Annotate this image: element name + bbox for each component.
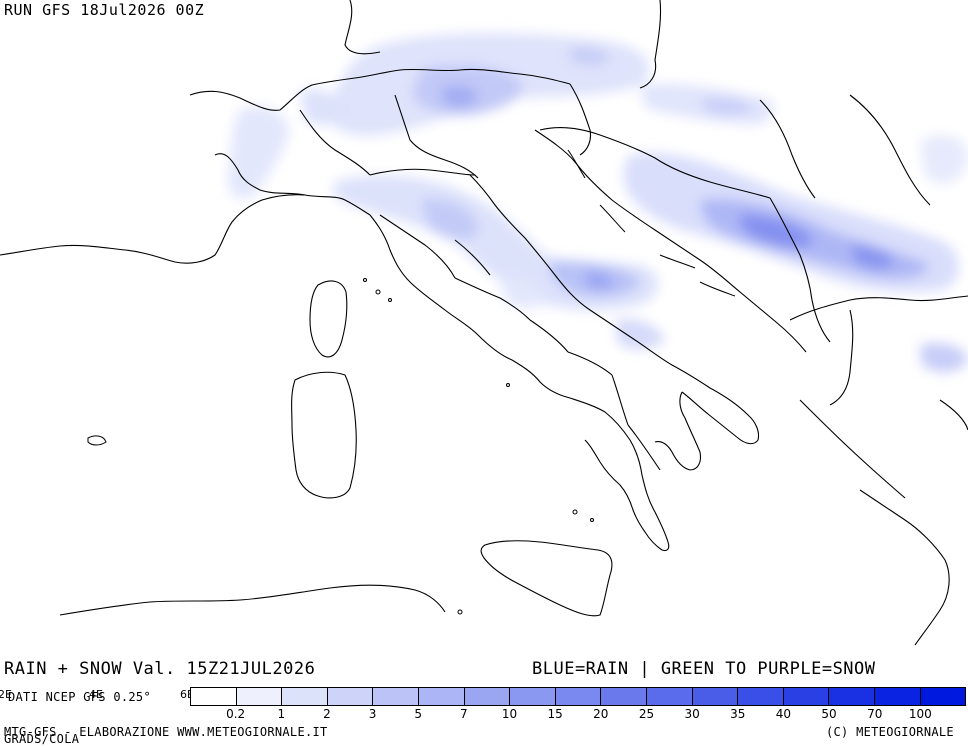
model-credit: MTG-GFS - ELABORAZIONE WWW.METEOGIORNALE… bbox=[4, 725, 328, 739]
legend-swatch bbox=[418, 688, 465, 705]
longitude-label: 2E bbox=[0, 688, 12, 701]
legend-swatch bbox=[510, 688, 556, 705]
legend-value-label: 20 bbox=[593, 707, 609, 721]
legend-swatch bbox=[373, 688, 419, 705]
legend-color-scale bbox=[190, 687, 966, 706]
legend-swatch bbox=[920, 688, 966, 705]
legend-swatch bbox=[829, 688, 875, 705]
legend-value-label: 2 bbox=[323, 707, 331, 721]
longitude-label: 4E bbox=[89, 688, 103, 701]
legend-value-label: 100 bbox=[908, 707, 932, 721]
legend-value-label: 35 bbox=[730, 707, 746, 721]
copyright: (C) METEOGIORNALE bbox=[826, 725, 954, 739]
product-title: RAIN + SNOW Val. 15Z21JUL2026 bbox=[4, 659, 316, 679]
legend-values: 0.2 1 2 3 5 7 10 15 20 25 30 35 40 50 70 100 bbox=[190, 707, 966, 723]
legend-value-label: 15 bbox=[547, 707, 563, 721]
legend-value-label: 1 bbox=[277, 707, 286, 721]
legend-swatch bbox=[327, 688, 374, 705]
legend-swatch bbox=[646, 688, 693, 705]
software-credit: GRADS/COLA bbox=[4, 732, 80, 746]
run-label: RUN GFS 18Jul2026 00Z bbox=[4, 1, 205, 19]
legend-swatch bbox=[874, 688, 921, 705]
coastlines-borders bbox=[0, 0, 968, 646]
legend-value-label: 25 bbox=[638, 707, 655, 721]
legend-value-label: 30 bbox=[684, 707, 700, 721]
legend-swatch bbox=[464, 688, 511, 705]
legend-swatch bbox=[692, 688, 739, 705]
color-key: BLUE=RAIN | GREEN TO PURPLE=SNOW bbox=[532, 659, 876, 679]
islands bbox=[87, 149, 736, 615]
legend-swatch bbox=[738, 688, 784, 705]
legend-value-label: 7 bbox=[460, 707, 468, 721]
legend-value-label: 3 bbox=[368, 707, 377, 721]
legend-value-label: 70 bbox=[867, 707, 883, 721]
data-source: DATI NCEP GFS 0.25° bbox=[8, 690, 151, 704]
precipitation-layer bbox=[227, 33, 968, 372]
legend-swatch bbox=[555, 688, 602, 705]
precipitation-map bbox=[0, 0, 968, 646]
legend-swatch bbox=[783, 688, 830, 705]
legend-swatch bbox=[236, 688, 283, 705]
legend-value-label: 50 bbox=[821, 707, 837, 721]
legend-value-label: 5 bbox=[414, 707, 423, 721]
legend-swatch bbox=[191, 688, 237, 705]
legend-swatch bbox=[282, 688, 328, 705]
legend-swatch bbox=[601, 688, 647, 705]
legend-value-label: 10 bbox=[501, 707, 518, 721]
legend-value-label: 40 bbox=[775, 707, 792, 721]
legend-value-label: 0.2 bbox=[226, 707, 246, 721]
